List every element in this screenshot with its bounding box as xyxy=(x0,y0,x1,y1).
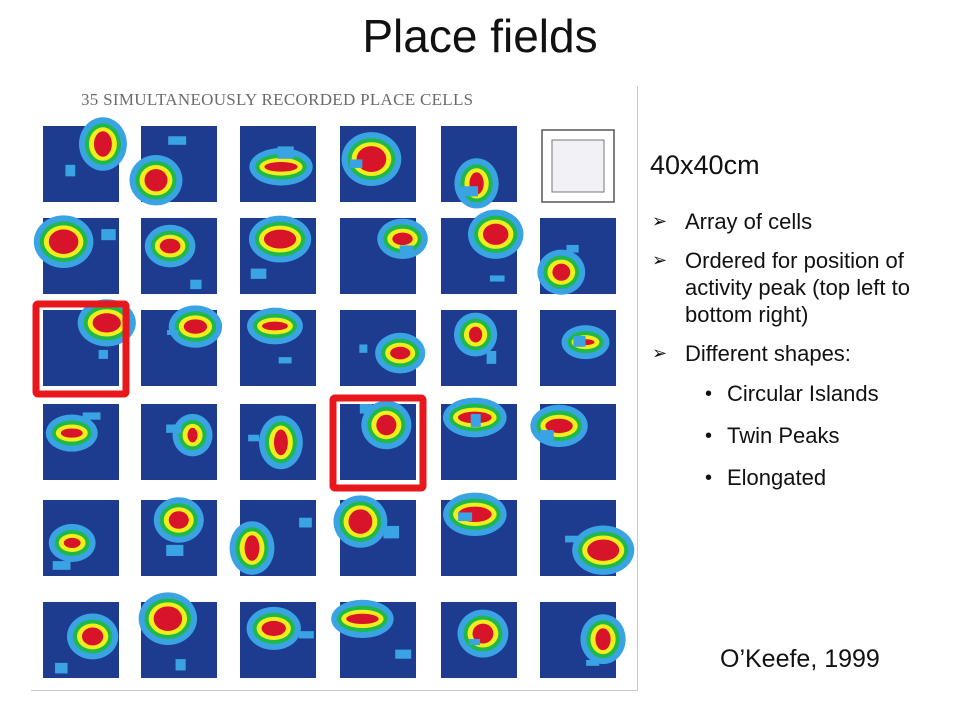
place-cell-heatmap xyxy=(43,404,119,480)
place-cell-heatmap xyxy=(141,218,217,294)
place-cells-figure: 35 SIMULTANEOUSLY RECORDED PLACE CELLS xyxy=(31,86,638,691)
dot-icon: • xyxy=(705,383,713,405)
sub-bullet-item: • Twin Peaks xyxy=(685,423,950,449)
place-cell-heatmap xyxy=(340,310,426,386)
sub-bullet-text: Twin Peaks xyxy=(727,423,840,448)
place-cell-heatmap xyxy=(331,599,416,678)
sub-bullet-item: • Elongated xyxy=(685,465,950,491)
bullet-item: ➢ Ordered for position of activity peak (… xyxy=(650,247,950,328)
highlight-box xyxy=(32,300,130,398)
place-cell-heatmap xyxy=(43,117,127,202)
place-cell-heatmap xyxy=(33,215,119,294)
figure-caption: 35 SIMULTANEOUSLY RECORDED PLACE CELLS xyxy=(81,90,474,109)
place-cell-heatmap xyxy=(540,310,616,386)
place-cell-heatmap xyxy=(441,310,517,386)
highlight-box xyxy=(329,394,427,492)
sub-bullet-text: Circular Islands xyxy=(727,381,879,406)
sub-bullet-text: Elongated xyxy=(727,465,827,490)
place-cell-heatmap xyxy=(129,126,217,206)
dot-icon: • xyxy=(705,425,713,447)
place-cell-heatmap xyxy=(441,397,517,480)
place-cell-heatmap xyxy=(540,602,626,678)
bullet-item: ➢ Array of cells xyxy=(650,208,950,235)
place-cell-heatmap xyxy=(240,126,316,202)
place-cell-heatmap xyxy=(43,500,119,576)
place-cell-heatmap xyxy=(141,497,217,576)
place-cell-grid xyxy=(32,117,635,678)
place-cell-heatmap xyxy=(141,305,223,386)
arena-dimension: 40x40cm xyxy=(650,150,760,180)
citation: O’Keefe, 1999 xyxy=(720,645,880,673)
place-cell-heatmap xyxy=(537,218,616,295)
arrowhead-icon: ➢ xyxy=(652,343,668,363)
bullet-text: Array of cells xyxy=(685,209,813,234)
bullet-text: Ordered for position of activity peak (t… xyxy=(685,248,910,327)
place-cell-heatmap xyxy=(340,126,416,202)
place-cell-heatmap xyxy=(441,126,517,209)
arena-outline-icon xyxy=(541,129,615,203)
place-cell-heatmap xyxy=(340,218,428,294)
place-cell-heatmap xyxy=(441,209,524,294)
place-cell-heatmap xyxy=(340,400,416,480)
bullet-item: ➢ Different shapes: • Circular Islands • Tw… xyxy=(650,340,950,491)
bullet-list: ➢ Array of cells ➢ Ordered for position of… xyxy=(650,208,950,507)
place-cell-heatmap xyxy=(240,307,316,386)
dot-icon: • xyxy=(705,467,713,489)
slide-title: Place fields xyxy=(362,10,598,62)
place-cell-heatmap xyxy=(540,500,635,576)
place-cell-heatmap xyxy=(441,602,517,678)
place-cell-heatmap xyxy=(229,500,316,576)
sub-bullet-item: • Circular Islands xyxy=(685,381,950,407)
place-cell-heatmap xyxy=(240,404,316,480)
arrowhead-icon: ➢ xyxy=(652,211,668,231)
place-cell-heatmap xyxy=(138,592,217,678)
place-cell-heatmap xyxy=(240,215,316,294)
place-cell-heatmap xyxy=(333,495,416,576)
place-cell-heatmap xyxy=(43,602,119,678)
arrowhead-icon: ➢ xyxy=(652,250,668,270)
place-cell-heatmap xyxy=(530,404,616,480)
place-cell-heatmap xyxy=(141,404,217,480)
place-cell-heatmap xyxy=(441,492,517,576)
bullet-text: Different shapes: xyxy=(685,341,851,366)
place-cell-heatmap xyxy=(240,602,316,678)
sub-bullet-list: • Circular Islands • Twin Peaks • Elongated xyxy=(685,381,950,491)
place-cell-heatmap xyxy=(43,299,136,386)
